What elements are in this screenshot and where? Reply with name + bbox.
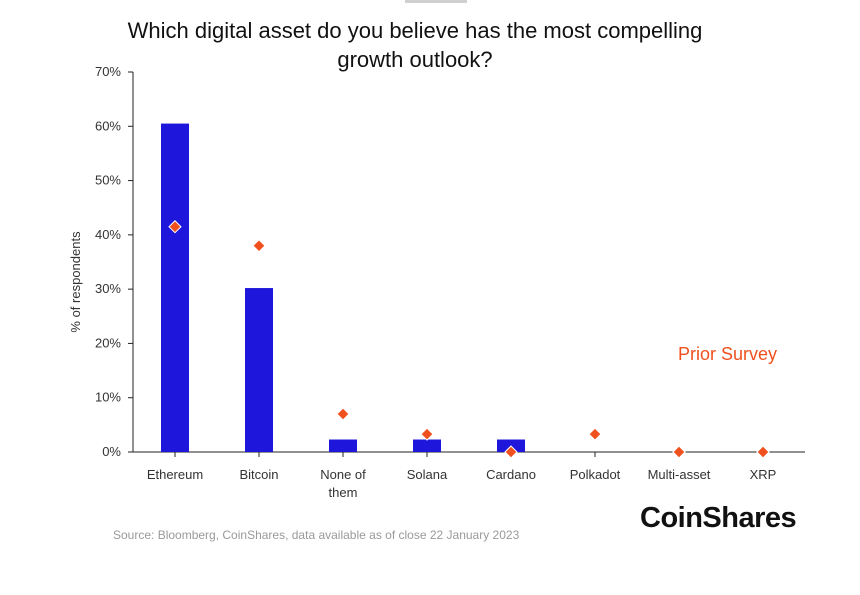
bar [329, 439, 357, 452]
prior-survey-marker [168, 220, 182, 234]
prior-survey-marker [504, 445, 518, 459]
x-tick-label: Bitcoin [239, 467, 278, 482]
y-axis-title: % of respondents [68, 231, 83, 333]
source-note: Source: Bloomberg, CoinShares, data avai… [113, 528, 520, 542]
bar [413, 439, 441, 452]
bar [245, 288, 273, 452]
prior-survey-marker [588, 427, 602, 441]
prior-survey-marker [756, 445, 770, 459]
chart-title-line-1: Which digital asset do you believe has t… [127, 18, 703, 43]
top-divider [405, 0, 467, 3]
x-tick-label: None of [320, 467, 366, 482]
coinshares-logo: CoinShares [640, 502, 797, 534]
y-tick-label: 40% [95, 227, 121, 242]
y-tick-label: 0% [102, 444, 121, 459]
prior-survey-marker [252, 239, 266, 253]
x-tick-label: Solana [407, 467, 448, 482]
y-tick-label: 50% [95, 173, 121, 188]
prior-survey-marker [420, 427, 434, 441]
chart-title-line-2: growth outlook? [337, 47, 493, 72]
x-tick-label: Polkadot [570, 467, 621, 482]
prior-survey-marker [672, 445, 686, 459]
prior-survey-label: Prior Survey [678, 344, 777, 364]
chart-title: Which digital asset do you believe has t… [80, 16, 750, 74]
x-tick-label: Ethereum [147, 467, 203, 482]
y-tick-label: 10% [95, 390, 121, 405]
x-tick-label: Multi-asset [648, 467, 711, 482]
x-tick-label: XRP [750, 467, 777, 482]
x-tick-label: them [329, 485, 358, 500]
y-tick-label: 70% [95, 64, 121, 79]
y-tick-label: 60% [95, 118, 121, 133]
x-tick-label: Cardano [486, 467, 536, 482]
bar [161, 123, 189, 453]
y-tick-label: 30% [95, 281, 121, 296]
y-tick-label: 20% [95, 335, 121, 350]
prior-survey-marker [336, 407, 350, 421]
